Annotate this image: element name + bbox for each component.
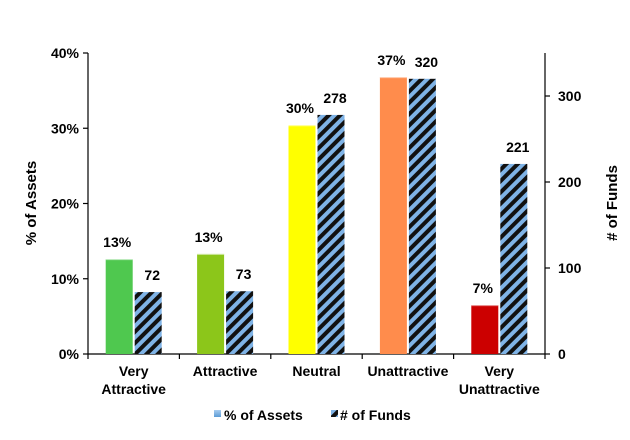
bar-funds (226, 291, 254, 354)
legend-label-assets: % of Assets (224, 407, 303, 423)
data-label-assets: 13% (103, 234, 132, 250)
category-label: Neutral (292, 363, 340, 379)
left-tick-label: 30% (51, 120, 80, 136)
category-labels: Very Attractive Attractive Neutral Unattract… (101, 363, 540, 397)
category-label: Attractive (193, 363, 258, 379)
y-axis-title-right: # of Funds (604, 165, 621, 241)
category-label: Unattractive (367, 363, 448, 379)
bar-assets (288, 125, 316, 355)
data-label-funds: 278 (323, 90, 347, 106)
right-tick-label: 300 (558, 88, 582, 104)
bar-assets (197, 253, 225, 354)
bar-assets (105, 259, 133, 354)
data-label-assets: 7% (473, 280, 494, 296)
legend-swatch-funds (331, 410, 338, 417)
y-axis-title-left: % of Assets (23, 161, 40, 245)
legend-swatch-assets (214, 410, 221, 417)
data-label-funds: 73 (236, 266, 252, 282)
bars (105, 77, 528, 355)
left-tick-label: 40% (51, 45, 80, 61)
right-y-ticks: 0 100 200 300 (545, 88, 582, 362)
legend-label-funds: # of Funds (340, 407, 411, 423)
bar-funds (317, 114, 345, 354)
category-label: Very (119, 363, 149, 379)
right-tick-label: 0 (558, 346, 566, 362)
left-y-ticks: 0% 10% 20% 30% 40% (51, 45, 88, 362)
category-label: Unattractive (459, 381, 540, 397)
data-label-assets: 37% (377, 52, 406, 68)
bar-funds (500, 163, 528, 354)
right-tick-label: 200 (558, 174, 582, 190)
data-label-funds: 221 (506, 139, 530, 155)
left-tick-label: 20% (51, 196, 80, 212)
left-tick-label: 0% (59, 346, 80, 362)
bar-assets (471, 305, 499, 354)
data-labels: 13% 72 13% 73 30% 278 37% 320 7% 221 (103, 52, 530, 296)
left-tick-label: 10% (51, 271, 80, 287)
right-tick-label: 100 (558, 260, 582, 276)
legend: % of Assets # of Funds (214, 407, 411, 423)
x-tick-marks (87, 354, 546, 359)
data-label-funds: 320 (415, 54, 439, 70)
category-label: Attractive (101, 381, 166, 397)
data-label-assets: 30% (286, 100, 315, 116)
category-label: Very (485, 363, 515, 379)
bar-funds (408, 78, 436, 355)
bar-funds (134, 292, 162, 354)
bar-assets (379, 77, 407, 354)
data-label-funds: 72 (144, 267, 160, 283)
data-label-assets: 13% (195, 229, 224, 245)
